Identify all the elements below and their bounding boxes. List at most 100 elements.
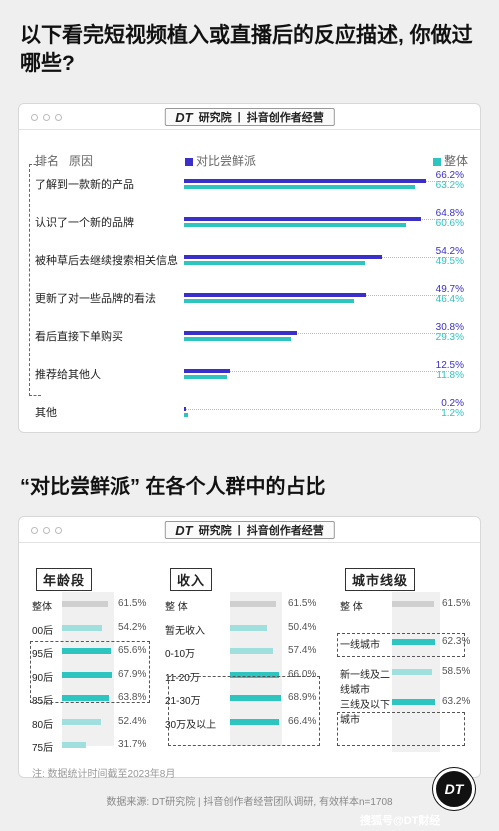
bar — [184, 337, 292, 341]
category-label: 看后直接下单购买 — [35, 331, 123, 343]
value-label: 30.8% — [435, 322, 464, 333]
item-label: 整 体 — [165, 602, 188, 613]
bar — [392, 669, 433, 675]
value-label: 60.6% — [435, 218, 464, 229]
value-label: 63.2% — [442, 696, 471, 707]
value-label: 1.2% — [441, 408, 464, 419]
brand-name: 抖音创作者经营 — [246, 525, 324, 537]
group-title: 城市线级 — [345, 568, 416, 591]
bar — [184, 293, 366, 297]
brand-name: 抖音创作者经营 — [246, 112, 324, 124]
legend-series-1: 对比尝鲜派 — [185, 152, 256, 169]
item-label: 90后 — [32, 672, 54, 684]
item-label: 暂无收入 — [165, 625, 205, 637]
window-bar: DT 研究院 | 抖音创作者经营 — [19, 104, 480, 130]
minimize-icon — [43, 527, 50, 534]
item-label: 21-30万 — [165, 696, 201, 707]
item-label: 整体 — [32, 602, 52, 613]
item-label: 三线及以下城市 — [340, 700, 390, 726]
close-icon — [31, 114, 38, 121]
value-label: 49.5% — [435, 256, 464, 267]
value-label: 12.5% — [435, 360, 464, 371]
value-label: 61.5% — [118, 598, 147, 609]
legend-label-2: 整体 — [443, 154, 468, 168]
minimize-icon — [43, 114, 50, 121]
item-label: 75后 — [32, 743, 54, 754]
value-label: 29.3% — [435, 332, 464, 343]
item-label: 95后 — [32, 649, 54, 660]
item-label: 00后 — [32, 625, 54, 637]
value-label: 66.4% — [288, 715, 317, 727]
value-label: 50.4% — [288, 621, 317, 633]
brand-badge-2: DT 研究院 | 抖音创作者经营 — [164, 521, 335, 539]
bar — [62, 648, 111, 654]
group-bracket — [29, 164, 41, 396]
value-label: 61.5% — [442, 598, 471, 609]
chart-card-reactions: DT 研究院 | 抖音创作者经营 排名 原因 对比尝鲜派 整体 了解到一款新的产… — [18, 103, 481, 433]
header-rank: 排名 — [35, 154, 60, 168]
value-label: 54.2% — [435, 246, 464, 257]
close-icon — [31, 527, 38, 534]
maximize-icon — [55, 527, 62, 534]
category-label: 认识了一个新的品牌 — [35, 217, 134, 229]
item-label: 30万及以上 — [165, 719, 217, 731]
value-label: 63.2% — [435, 180, 464, 191]
value-label: 57.4% — [288, 645, 317, 656]
bar — [184, 407, 186, 411]
value-label: 65.6% — [118, 645, 147, 656]
bar — [392, 639, 435, 645]
row-guide — [184, 371, 449, 372]
bar — [230, 648, 273, 654]
page-title: 以下看完短视频植入或直播后的反应描述, 你做过哪些? — [20, 24, 473, 75]
category-label: 其他 — [35, 407, 57, 419]
watermark: 搜狐号@DT财经 — [360, 815, 441, 827]
bar — [62, 601, 108, 607]
value-label: 31.7% — [118, 739, 147, 750]
bar — [184, 413, 189, 417]
bar — [62, 624, 103, 631]
highlight-box — [337, 712, 465, 746]
brand-divider: | — [237, 524, 241, 536]
value-label: 66.2% — [435, 170, 464, 181]
bar — [230, 695, 282, 701]
bar — [230, 671, 280, 678]
group-title: 收入 — [170, 568, 213, 591]
category-label: 更新了对一些品牌的看法 — [35, 293, 156, 305]
bar — [184, 179, 427, 183]
value-label: 68.9% — [288, 692, 317, 703]
bar — [230, 718, 280, 725]
group-title: 年龄段 — [36, 568, 93, 591]
value-label: 67.9% — [118, 668, 147, 680]
value-label: 66.0% — [288, 668, 317, 680]
value-label: 11.8% — [436, 370, 464, 381]
row-guide — [184, 333, 449, 334]
bar — [230, 601, 276, 607]
corner-logo: DT — [433, 768, 475, 810]
maximize-icon — [55, 114, 62, 121]
brand-badge: DT 研究院 | 抖音创作者经营 — [164, 108, 335, 126]
bar — [184, 217, 421, 221]
section-title: “对比尝鲜派” 在各个人群中的占比 — [20, 476, 326, 498]
bar — [184, 331, 297, 335]
highlight-box — [337, 633, 465, 657]
value-label: 63.8% — [118, 692, 147, 703]
value-label: 54.2% — [118, 621, 147, 633]
bar — [184, 369, 230, 373]
bar — [184, 261, 365, 265]
category-label: 被种草后去继续搜索相关信息 — [35, 255, 178, 267]
value-label: 49.7% — [435, 284, 464, 295]
item-label: 85后 — [32, 696, 54, 707]
bar — [392, 699, 436, 705]
highlight-box — [168, 676, 320, 746]
bar — [62, 718, 101, 725]
bar — [184, 223, 406, 227]
value-label: 64.8% — [435, 208, 464, 219]
item-label: 0-10万 — [165, 649, 196, 660]
bar — [392, 601, 435, 607]
highlight-box — [30, 641, 150, 703]
brand-divider: | — [237, 111, 241, 123]
brand-logo: DT — [175, 109, 193, 125]
legend-label-1: 对比尝鲜派 — [196, 154, 257, 168]
brand-logo-sub: 研究院 — [198, 525, 232, 537]
window-controls-2 — [31, 527, 62, 534]
